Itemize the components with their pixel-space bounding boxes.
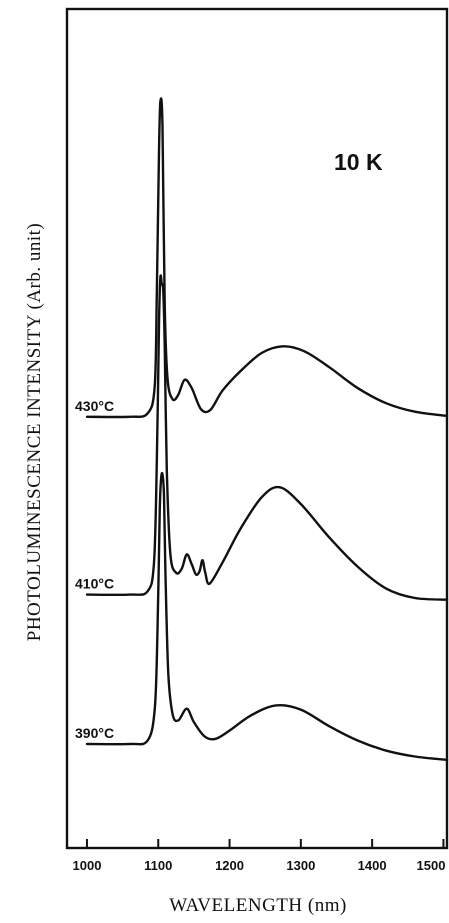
series-line-1 (87, 275, 447, 599)
x-tick-label-1300: 1300 (286, 858, 315, 873)
x-axis-title: WAVELENGTH (nm) (169, 895, 347, 916)
plot-frame (67, 9, 447, 848)
series-line-2 (87, 473, 447, 760)
x-axis-tick-labels: 1000 1100 1200 1300 1400 1500 (73, 858, 446, 873)
x-tick-label-1400: 1400 (358, 858, 387, 873)
x-tick-label-1100: 1100 (144, 858, 172, 873)
series-line-0 (87, 99, 447, 418)
series-label-1: 410°C (75, 576, 114, 592)
temperature-annotation: 10 K (334, 149, 383, 175)
spectra-curves (87, 99, 447, 760)
x-axis-ticks (87, 839, 443, 848)
x-tick-label-1200: 1200 (215, 858, 244, 873)
curve-labels: 430°C 410°C 390°C (75, 398, 114, 741)
series-label-2: 390°C (75, 725, 114, 741)
x-tick-label-1000: 1000 (73, 858, 102, 873)
y-axis-title: PHOTOLUMINESCENCE INTENSITY (Arb. unit) (24, 223, 45, 641)
x-tick-label-1500: 1500 (417, 858, 446, 873)
series-label-0: 430°C (75, 398, 114, 414)
